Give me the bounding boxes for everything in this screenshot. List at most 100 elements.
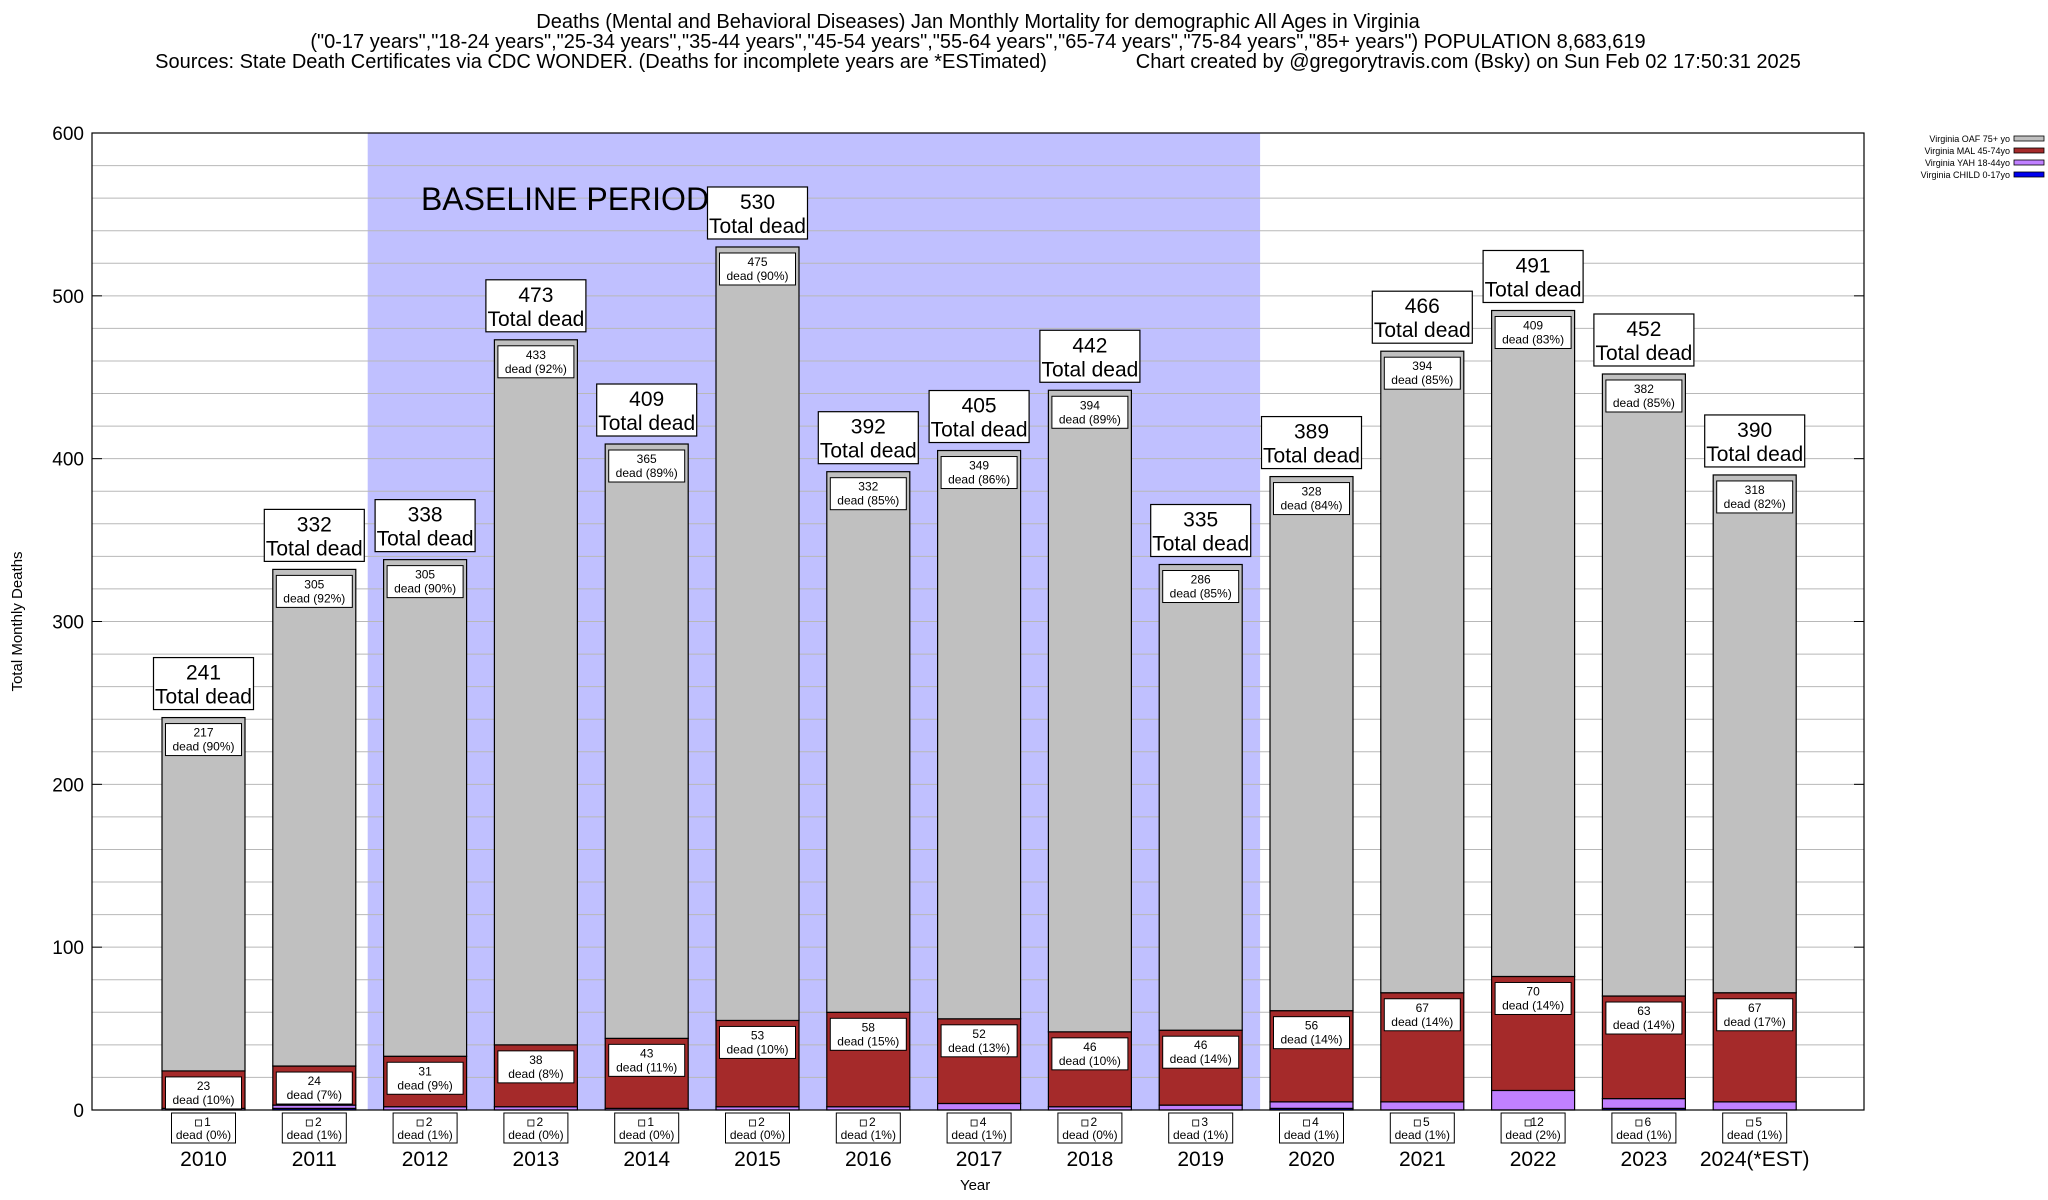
total-label-text: Total dead: [1152, 533, 1249, 556]
mal-label-pct: dead (13%): [948, 1041, 1010, 1055]
bar-segment-virginia-oaf-75-yo: [1712, 474, 1797, 994]
total-label-box: [152, 656, 255, 711]
mal-label-value: 43: [640, 1046, 654, 1060]
legend-swatch: [2013, 147, 2045, 154]
total-label-box: [263, 508, 365, 562]
yah-label-pct: dead (0%): [1062, 1128, 1117, 1142]
x-tick-label: 2023: [1621, 1148, 1668, 1171]
mal-label-box: [1605, 1001, 1683, 1035]
oaf-label-box: [608, 449, 686, 483]
mal-label-pct: dead (14%): [1170, 1052, 1232, 1066]
x-tick-label: 2010: [180, 1148, 227, 1171]
yah-label-pct: dead (1%): [841, 1128, 896, 1142]
yah-label-box: [1168, 1112, 1234, 1144]
oaf-label-box: [1051, 395, 1129, 429]
bar-segment-virginia-yah-18-44yo: [1712, 1101, 1797, 1111]
oaf-label-box: [1605, 379, 1683, 413]
bar-segment-virginia-oaf-75-yo: [604, 443, 689, 1039]
total-label-value: 241: [186, 662, 221, 685]
yah-label-pct: dead (1%): [1395, 1128, 1450, 1142]
oaf-label-value: 382: [1634, 382, 1654, 396]
bar-segment-virginia-oaf-75-yo: [826, 471, 911, 1013]
mal-label-pct: dead (10%): [726, 1042, 788, 1056]
y-tick-label: 600: [52, 124, 84, 145]
total-label-text: Total dead: [820, 440, 917, 463]
y-tick-label: 0: [73, 1101, 84, 1122]
x-tick-label: 2014: [623, 1148, 670, 1171]
yah-label-pct: dead (0%): [508, 1128, 563, 1142]
mal-label-box: [1494, 981, 1572, 1015]
y-axis-title: Total Monthly Deaths: [9, 551, 26, 691]
oaf-label-value: 305: [304, 577, 324, 591]
mal-label-box: [1162, 1035, 1240, 1069]
x-tick-label: 2024(*EST): [1700, 1148, 1810, 1171]
y-tick-label: 500: [52, 287, 84, 308]
yah-label-box: [392, 1112, 458, 1144]
yah-label-box: [1389, 1112, 1455, 1144]
oaf-label-value: 328: [1301, 485, 1321, 499]
missing-glyph-box-icon: [638, 1119, 646, 1127]
oaf-label-value: 305: [415, 568, 435, 582]
missing-glyph-box-icon: [1524, 1119, 1532, 1127]
total-label-text: Total dead: [1595, 342, 1692, 365]
oaf-label-pct: dead (85%): [1391, 373, 1453, 387]
total-label-value: 442: [1072, 334, 1107, 357]
total-label-value: 332: [297, 513, 332, 536]
total-label-box: [1704, 414, 1806, 468]
chart-title: Deaths (Mental and Behavioral Diseases) …: [536, 11, 1420, 33]
y-tick-label: 300: [52, 613, 84, 634]
oaf-label-pct: dead (83%): [1502, 332, 1564, 346]
total-label-value: 409: [629, 388, 664, 411]
bar-segment-virginia-oaf-75-yo: [715, 246, 800, 1022]
y-tick-label: 400: [52, 450, 84, 471]
oaf-label-pct: dead (82%): [1724, 497, 1786, 511]
missing-glyph-box-icon: [527, 1119, 535, 1127]
x-tick-label: 2018: [1067, 1148, 1114, 1171]
oaf-label-pct: dead (85%): [1613, 396, 1675, 410]
oaf-label-pct: dead (89%): [616, 466, 678, 480]
yah-label-box: [1279, 1112, 1344, 1144]
oaf-label-pct: dead (92%): [505, 362, 567, 376]
mal-label-box: [1383, 998, 1461, 1032]
yah-label-box: [171, 1112, 236, 1144]
yah-label-pct: dead (1%): [1616, 1128, 1671, 1142]
yah-label-pct: dead (1%): [287, 1128, 342, 1142]
oaf-label-value: 365: [637, 452, 657, 466]
mal-label-value: 46: [1194, 1038, 1208, 1052]
mal-label-pct: dead (14%): [1502, 998, 1564, 1012]
mal-label-pct: dead (8%): [508, 1067, 563, 1081]
oaf-label-box: [1273, 482, 1350, 516]
mal-label-box: [719, 1025, 796, 1059]
oaf-label-value: 433: [526, 348, 546, 362]
total-label-text: Total dead: [598, 412, 695, 435]
total-label-box: [596, 383, 698, 437]
bar-segment-virginia-oaf-75-yo: [1601, 373, 1687, 997]
oaf-label-box: [165, 723, 242, 757]
oaf-label-box: [719, 252, 796, 286]
bar-segment-virginia-yah-18-44yo: [936, 1102, 1022, 1111]
x-tick-label: 2019: [1177, 1148, 1224, 1171]
yah-label-value: 5: [1755, 1115, 1762, 1129]
legend-swatch: [2013, 159, 2045, 166]
mal-label-box: [497, 1050, 575, 1084]
x-tick-label: 2021: [1399, 1148, 1446, 1171]
y-tick-label: 100: [52, 938, 84, 959]
bar-segment-virginia-oaf-75-yo: [1269, 475, 1354, 1012]
oaf-label-pct: dead (84%): [1280, 499, 1342, 513]
total-label-box: [1150, 503, 1252, 558]
mal-label-pct: dead (10%): [172, 1093, 234, 1107]
yah-label-pct: dead (1%): [397, 1128, 452, 1142]
total-label-box: [1371, 290, 1473, 344]
yah-label-value: 2: [869, 1115, 876, 1129]
mal-label-pct: dead (14%): [1613, 1018, 1675, 1032]
yah-label-value: 2: [537, 1115, 544, 1129]
yah-label-pct: dead (0%): [176, 1128, 231, 1142]
yah-label-value: 6: [1645, 1115, 1652, 1129]
yah-label-value: 2: [758, 1115, 765, 1129]
yah-label-value: 3: [1201, 1115, 1208, 1129]
mal-label-value: 67: [1416, 1001, 1430, 1015]
mal-label-pct: dead (15%): [837, 1034, 899, 1048]
missing-glyph-box-icon: [1192, 1119, 1200, 1127]
mal-label-pct: dead (14%): [1280, 1033, 1342, 1047]
x-tick-label: 2012: [402, 1148, 449, 1171]
